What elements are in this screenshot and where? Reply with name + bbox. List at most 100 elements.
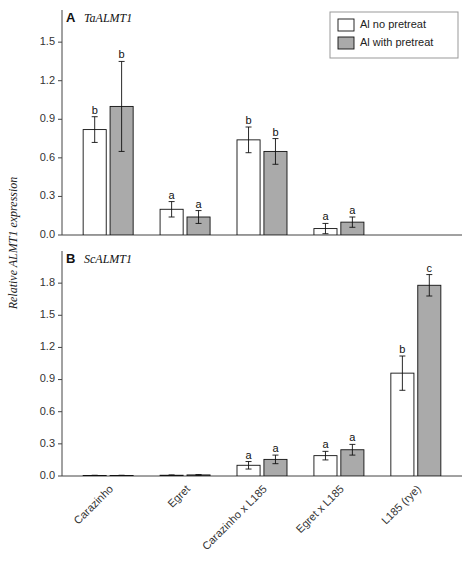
error-bar (349, 217, 355, 227)
error-bar (196, 211, 202, 224)
significance-letter: b (399, 343, 405, 355)
error-stem (352, 444, 353, 455)
error-cap (349, 444, 355, 445)
error-cap (119, 475, 125, 476)
significance-letter: b (272, 126, 278, 138)
error-bar (272, 455, 278, 464)
y-tick-label: 1.5 (40, 308, 55, 320)
error-cap (246, 461, 252, 462)
x-tick-label: L185 (rye) (379, 483, 423, 527)
error-bar (196, 474, 202, 476)
y-tick (58, 379, 62, 380)
error-bar (349, 444, 355, 455)
y-tick-label: 0.0 (40, 228, 55, 240)
error-stem (429, 275, 430, 296)
error-cap (322, 223, 328, 224)
chart-root: Relative ALMT1 expression0.00.30.60.91.2… (0, 0, 474, 572)
bar (160, 475, 183, 476)
error-cap (349, 227, 355, 228)
significance-letter: a (169, 189, 176, 201)
plot-area (83, 61, 364, 235)
plot-area (83, 275, 441, 476)
y-tick (58, 42, 62, 43)
error-stem (275, 139, 276, 165)
y-tick (58, 80, 62, 81)
error-stem (275, 455, 276, 464)
legend-frame (330, 12, 458, 58)
x-tick-label: Egret x L185 (293, 483, 346, 536)
error-bar (246, 127, 252, 153)
error-stem (402, 356, 403, 390)
y-tick (58, 411, 62, 412)
error-cap (399, 390, 405, 391)
panel: 0.00.30.60.91.21.5babababaATaALMT1Al no … (40, 10, 462, 240)
error-bar (169, 474, 175, 476)
panel-title: ScALMT1 (84, 252, 132, 266)
error-cap (196, 223, 202, 224)
y-tick-label: 1.2 (40, 74, 55, 86)
significance-letter: a (245, 449, 252, 461)
significance-letter: a (349, 431, 356, 443)
error-stem (94, 117, 95, 143)
error-cap (196, 474, 202, 475)
bar (187, 475, 210, 476)
x-tick-label: Egret (165, 483, 192, 510)
bar (264, 151, 287, 235)
significance-letter: a (349, 204, 356, 216)
error-cap (196, 475, 202, 476)
y-tick-label: 1.8 (40, 276, 55, 288)
error-bar (119, 61, 125, 151)
error-cap (272, 463, 278, 464)
error-cap (92, 475, 98, 476)
y-tick (58, 235, 62, 236)
y-tick-label: 0.3 (40, 189, 55, 201)
y-tick (58, 196, 62, 197)
significance-letter: a (322, 210, 329, 222)
error-cap (322, 451, 328, 452)
y-axis-label: Relative ALMT1 expression (6, 177, 20, 311)
error-cap (349, 217, 355, 218)
error-bar (426, 275, 432, 296)
y-tick-label: 0.6 (40, 405, 55, 417)
error-bar (322, 451, 328, 460)
significance-letter: a (272, 442, 279, 454)
significance-letter: c (427, 262, 433, 274)
error-stem (198, 211, 199, 224)
error-cap (119, 151, 125, 152)
y-tick (58, 476, 62, 477)
error-cap (92, 116, 98, 117)
error-bar (246, 462, 252, 470)
error-stem (325, 223, 326, 233)
y-tick-label: 0.3 (40, 437, 55, 449)
error-cap (119, 475, 125, 476)
error-cap (426, 296, 432, 297)
error-cap (169, 475, 175, 476)
y-tick (58, 347, 62, 348)
error-cap (272, 138, 278, 139)
bar (83, 130, 106, 235)
error-cap (322, 459, 328, 460)
error-cap (246, 469, 252, 470)
legend-swatch (338, 37, 354, 49)
error-cap (92, 475, 98, 476)
error-bar (322, 223, 328, 233)
y-tick (58, 315, 62, 316)
bar (237, 140, 260, 235)
significance-letter: b (92, 104, 98, 116)
legend: Al no pretreatAl with pretreat (330, 12, 458, 58)
y-axis-line (62, 10, 63, 235)
panel: 0.00.30.60.91.21.51.8CarazinhoEgretCaraz… (40, 251, 462, 552)
panel-title: TaALMT1 (84, 11, 132, 25)
error-cap (272, 164, 278, 165)
error-bar (272, 139, 278, 165)
error-stem (248, 127, 249, 153)
error-cap (246, 127, 252, 128)
y-tick (58, 157, 62, 158)
legend-entry: Al with pretreat (360, 36, 433, 48)
bar (418, 285, 441, 476)
significance-letter: b (245, 114, 251, 126)
significance-letter: a (322, 438, 329, 450)
y-tick (58, 443, 62, 444)
error-bar (169, 202, 175, 217)
error-stem (121, 61, 122, 151)
